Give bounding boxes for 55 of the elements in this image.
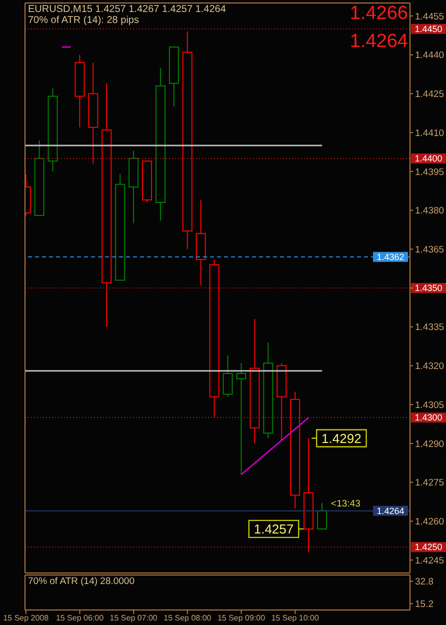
y-tick-label: 15.2 xyxy=(415,599,434,610)
candlestick xyxy=(155,67,166,222)
candlestick xyxy=(48,88,58,172)
x-tick-label: 15 Sep 10:00 xyxy=(271,614,320,623)
annotation: <13:43 xyxy=(331,498,360,510)
candlestick xyxy=(222,354,233,398)
y-tick-label: 1.4440 xyxy=(415,50,444,62)
candlestick xyxy=(128,150,139,224)
y-tick-label: 1.4365 xyxy=(415,244,444,256)
candlestick xyxy=(74,54,85,128)
candlestick xyxy=(88,62,98,164)
ref-line-label: 1.4300 xyxy=(414,412,442,423)
y-tick-label: 1.4395 xyxy=(415,166,444,178)
candlestick xyxy=(236,362,246,476)
annotation: 1.4266 xyxy=(350,3,408,25)
candlestick xyxy=(263,342,274,439)
candlestick xyxy=(196,199,206,286)
candlestick xyxy=(304,438,314,553)
annotation: 1.4257 xyxy=(254,522,294,537)
candlestick xyxy=(250,318,260,444)
y-tick-label: 1.4290 xyxy=(415,438,444,450)
ref-line-label: 1.4250 xyxy=(414,542,442,552)
y-tick-label: 1.4320 xyxy=(415,361,444,372)
x-tick-label: 15 Sep 06:00 xyxy=(56,614,104,623)
x-tick-label: 15 Sep 2008 xyxy=(3,614,50,623)
y-tick-label: 1.4245 xyxy=(415,555,444,566)
y-tick-label: 1.4380 xyxy=(415,206,444,217)
y-tick-label: 1.4260 xyxy=(415,516,444,528)
candlestick xyxy=(168,46,179,108)
x-tick-label: 15 Sep 07:00 xyxy=(110,614,158,623)
ref-line-label: 1.4400 xyxy=(414,154,442,164)
ref-line-label: 1.4362 xyxy=(376,252,404,262)
ref-line-label: 1.4350 xyxy=(414,283,442,294)
chart-title: EURUSD,M15 1.4257 1.4267 1.4257 1.4264 xyxy=(28,4,226,15)
candlestick xyxy=(317,502,328,530)
annotation: 1.4264 xyxy=(350,31,408,53)
y-tick-label: 1.4305 xyxy=(415,400,444,411)
candlestick xyxy=(182,31,192,250)
candlestick xyxy=(102,82,112,328)
candlestick xyxy=(34,140,44,216)
text: 70% of ATR (14): 28 pips xyxy=(28,15,139,26)
y-tick-label: 1.4335 xyxy=(415,322,444,334)
x-tick-label: 15 Sep 09:00 xyxy=(217,614,266,623)
y-tick-label: 32.8 xyxy=(415,576,434,588)
ref-line-label: 1.4450 xyxy=(414,24,442,34)
candlestick xyxy=(290,391,300,509)
ref-line-label: 1.4264 xyxy=(376,506,404,516)
y-tick-label: 1.4455 xyxy=(415,11,444,22)
y-tick-label: 1.4410 xyxy=(415,128,444,139)
candlestick xyxy=(115,174,126,281)
y-tick-label: 1.4275 xyxy=(415,478,444,489)
annotation: 1.4292 xyxy=(322,430,362,446)
x-tick-label: 15 Sep 08:00 xyxy=(164,614,212,623)
chart-title: 70% of ATR (14) 28.0000 xyxy=(28,576,134,587)
y-tick-label: 1.4425 xyxy=(415,89,444,100)
